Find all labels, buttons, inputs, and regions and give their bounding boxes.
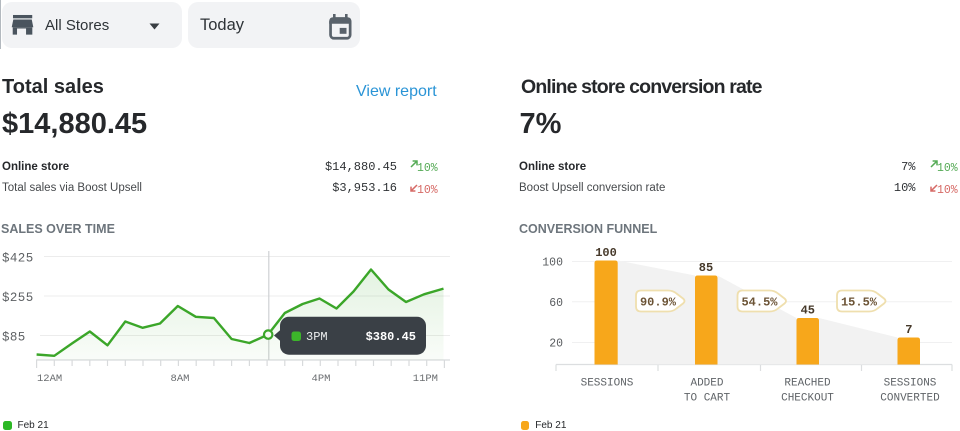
svg-text:3PM: 3PM bbox=[306, 330, 328, 344]
svg-text:100: 100 bbox=[542, 257, 563, 270]
svg-text:$425: $425 bbox=[2, 252, 34, 266]
svg-text:4PM: 4PM bbox=[312, 373, 331, 385]
svg-text:54.5%: 54.5% bbox=[741, 296, 778, 310]
svg-text:100: 100 bbox=[595, 246, 617, 260]
svg-text:11PM: 11PM bbox=[413, 373, 438, 385]
svg-text:8AM: 8AM bbox=[171, 373, 190, 385]
svg-text:SESSIONS: SESSIONS bbox=[581, 378, 634, 390]
svg-text:SESSIONS: SESSIONS bbox=[884, 378, 937, 390]
svg-text:CHECKOUT: CHECKOUT bbox=[781, 393, 834, 405]
svg-text:TO CART: TO CART bbox=[684, 393, 731, 405]
svg-text:45: 45 bbox=[801, 304, 815, 318]
svg-text:$380.45: $380.45 bbox=[366, 330, 416, 344]
svg-text:$85: $85 bbox=[2, 331, 26, 345]
svg-text:ADDED: ADDED bbox=[690, 378, 723, 390]
svg-text:90.9%: 90.9% bbox=[640, 296, 677, 310]
svg-text:7: 7 bbox=[905, 323, 912, 337]
svg-text:CONVERTED: CONVERTED bbox=[880, 393, 940, 405]
svg-text:60: 60 bbox=[549, 297, 563, 310]
svg-text:REACHED: REACHED bbox=[784, 378, 831, 390]
svg-text:12AM: 12AM bbox=[37, 373, 62, 385]
svg-text:15.5%: 15.5% bbox=[841, 296, 878, 310]
svg-text:20: 20 bbox=[549, 338, 563, 351]
svg-text:$255: $255 bbox=[2, 291, 34, 305]
svg-text:85: 85 bbox=[699, 261, 713, 275]
